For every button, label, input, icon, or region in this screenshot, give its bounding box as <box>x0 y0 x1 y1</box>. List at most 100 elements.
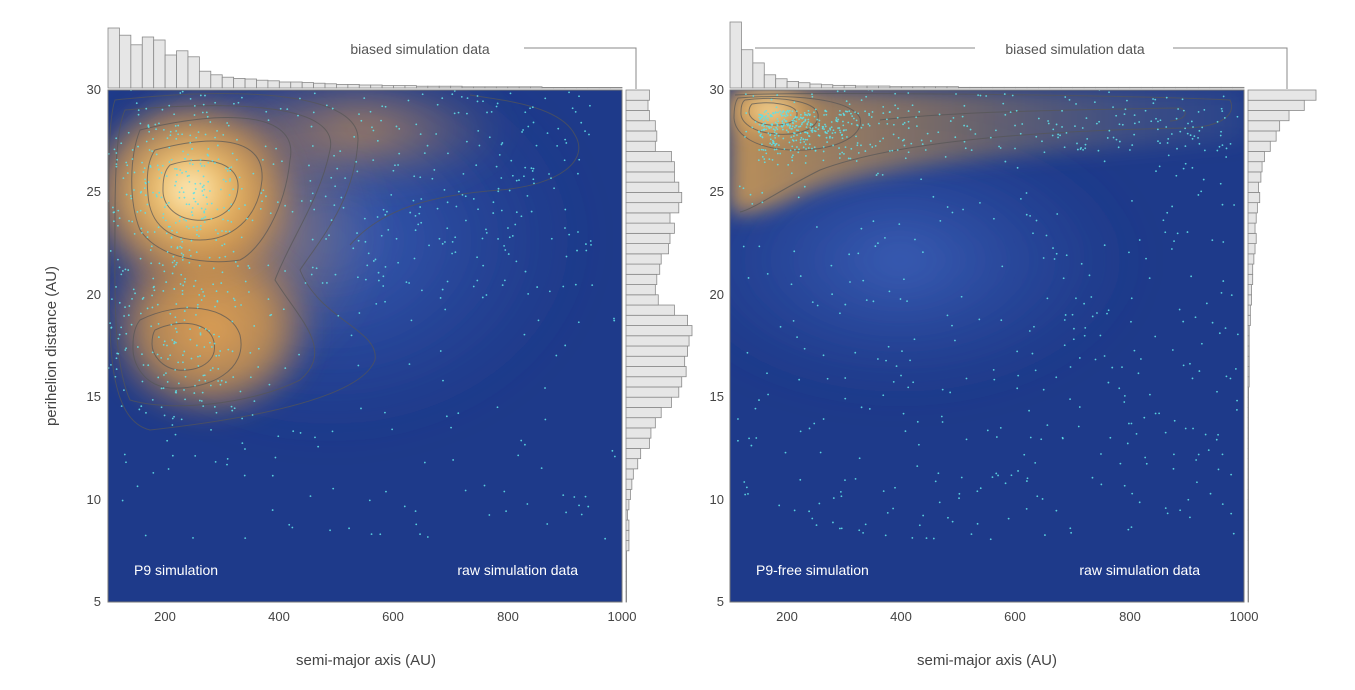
scatter-point <box>204 133 207 136</box>
scatter-point <box>535 144 538 147</box>
scatter-point <box>330 219 333 222</box>
scatter-point <box>811 301 814 304</box>
scatter-point <box>1225 156 1228 158</box>
scatter-point <box>191 147 194 150</box>
scatter-point <box>238 176 241 179</box>
scatter-point <box>179 283 182 285</box>
top-histogram-bar <box>1152 86 1165 89</box>
scatter-point <box>1194 316 1197 319</box>
scatter-point <box>1131 144 1134 146</box>
scatter-point <box>166 439 169 442</box>
scatter-point <box>564 227 566 229</box>
scatter-point <box>838 157 841 159</box>
scatter-point <box>143 187 146 190</box>
top-histogram-bar <box>347 84 360 89</box>
scatter-point <box>839 312 841 315</box>
scatter-point <box>169 225 171 228</box>
scatter-point <box>809 124 812 127</box>
scatter-point <box>140 405 143 408</box>
scatter-point <box>515 179 518 182</box>
scatter-point <box>166 137 169 139</box>
scatter-point <box>380 119 382 122</box>
scatter-point <box>848 110 851 113</box>
scatter-point <box>201 186 204 188</box>
scatter-point <box>888 150 891 152</box>
scatter-point <box>183 218 186 221</box>
scatter-point <box>511 174 514 177</box>
scatter-point <box>257 366 260 368</box>
scatter-point <box>765 152 768 155</box>
scatter-point <box>897 107 899 110</box>
scatter-point <box>170 323 173 326</box>
scatter-point <box>139 209 142 212</box>
scatter-point <box>123 315 125 317</box>
scatter-point <box>111 298 113 301</box>
scatter-point <box>911 104 914 107</box>
scatter-point <box>202 374 205 377</box>
scatter-point <box>954 136 957 139</box>
scatter-point <box>199 182 202 185</box>
scatter-point <box>270 313 273 316</box>
scatter-point <box>227 124 230 127</box>
scatter-point <box>144 212 147 214</box>
scatter-point <box>578 95 580 98</box>
scatter-point <box>1088 274 1091 277</box>
scatter-point <box>825 113 828 116</box>
top-histogram-bar <box>878 85 891 89</box>
scatter-point <box>793 132 796 135</box>
scatter-point <box>333 154 335 157</box>
scatter-point <box>472 198 475 200</box>
scatter-point <box>793 126 796 129</box>
scatter-point <box>309 199 312 202</box>
scatter-point <box>209 369 212 372</box>
scatter-point <box>918 110 921 113</box>
scatter-point <box>1164 231 1167 234</box>
scatter-point <box>179 245 182 248</box>
scatter-point <box>147 124 150 127</box>
scatter-point <box>1017 374 1020 377</box>
right-histogram-bar <box>625 407 662 419</box>
scatter-point <box>192 197 195 200</box>
scatter-point <box>822 354 825 357</box>
scatter-point <box>1069 527 1072 530</box>
scatter-point <box>775 148 778 151</box>
right-histogram-bar <box>625 263 661 275</box>
scatter-point <box>195 313 197 316</box>
scatter-point <box>811 129 814 132</box>
scatter-point <box>310 125 313 128</box>
scatter-point <box>934 480 937 483</box>
scatter-point <box>178 220 181 222</box>
scatter-point <box>451 240 454 243</box>
scatter-point <box>532 178 535 181</box>
scatter-point <box>826 141 829 143</box>
scatter-point <box>158 122 160 125</box>
scatter-point <box>198 293 201 296</box>
right-histogram-bar <box>625 386 680 398</box>
scatter-point <box>877 242 879 245</box>
scatter-point <box>478 144 481 147</box>
scatter-point <box>204 216 207 218</box>
scatter-point <box>544 418 547 421</box>
scatter-point <box>174 433 177 436</box>
scatter-point <box>745 486 748 489</box>
scatter-point <box>299 97 301 100</box>
scatter-point <box>1046 297 1049 300</box>
scatter-point <box>193 191 196 194</box>
scatter-point <box>291 526 294 529</box>
scatter-point <box>122 177 125 180</box>
scatter-point <box>532 167 535 170</box>
scatter-point <box>800 136 803 139</box>
scatter-point <box>760 129 763 132</box>
scatter-point <box>1187 498 1190 501</box>
scatter-point <box>920 139 923 142</box>
scatter-point <box>124 349 127 351</box>
scatter-point <box>125 347 128 350</box>
right-histogram-bar <box>1247 120 1281 132</box>
scatter-point <box>533 182 535 185</box>
scatter-point <box>111 206 114 209</box>
scatter-point <box>271 509 274 511</box>
scatter-point <box>163 206 166 209</box>
scatter-point <box>1019 197 1022 200</box>
scatter-point <box>848 253 851 256</box>
